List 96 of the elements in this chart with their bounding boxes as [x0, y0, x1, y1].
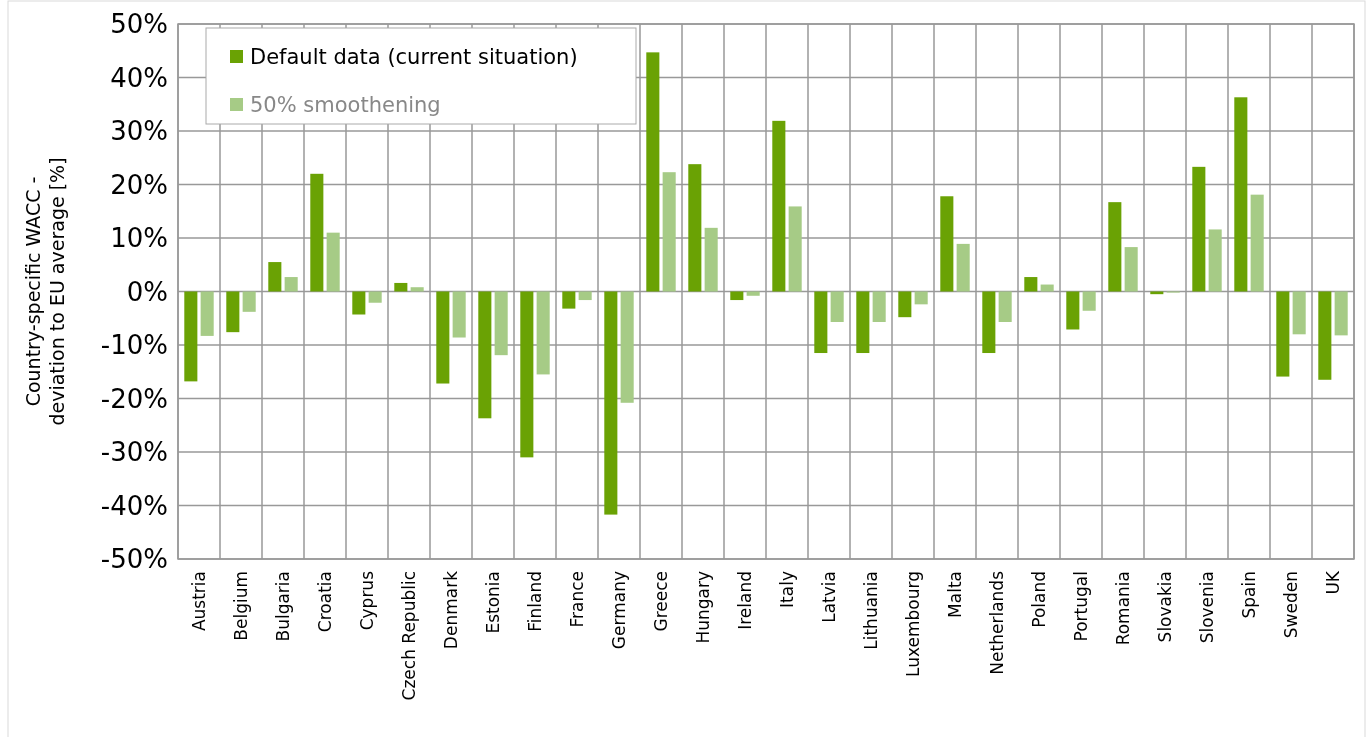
x-tick-label: Italy	[776, 571, 797, 608]
bar	[1234, 97, 1248, 292]
x-tick-label: UK	[1322, 570, 1343, 595]
x-tick-label: Cyprus	[356, 570, 377, 631]
x-tick-label: Austria	[188, 571, 209, 632]
bar	[1276, 291, 1290, 377]
bar	[604, 291, 618, 515]
x-tick-label: Czech Republic	[398, 571, 419, 701]
y-tick-label: -40%	[100, 490, 168, 521]
bar	[1334, 291, 1348, 336]
y-tick-label: -20%	[100, 383, 168, 414]
bar	[520, 291, 534, 458]
bar	[268, 262, 282, 292]
bar	[394, 282, 408, 292]
bar	[226, 291, 240, 333]
y-tick-label: 40%	[110, 62, 168, 93]
bar	[436, 291, 450, 384]
bar	[1124, 247, 1138, 292]
bar	[940, 196, 954, 292]
bar	[730, 291, 744, 301]
y-tick-label: -50%	[100, 544, 168, 575]
x-tick-label: Latvia	[818, 571, 839, 623]
bar	[452, 291, 466, 338]
y-tick-label: 0%	[126, 276, 168, 307]
bar	[326, 232, 340, 292]
legend-label: Default data (current situation)	[250, 45, 578, 70]
bar	[898, 291, 912, 318]
x-tick-label: Croatia	[314, 571, 335, 633]
x-tick-label: Romania	[1112, 571, 1133, 646]
x-tick-label: Luxembourg	[902, 571, 923, 677]
x-tick-label: France	[566, 571, 587, 628]
y-tick-label: -10%	[100, 330, 168, 361]
x-tick-label: Ireland	[734, 571, 755, 630]
y-tick-label: -30%	[100, 437, 168, 468]
bar	[1318, 291, 1332, 380]
x-tick-label: Poland	[1028, 571, 1049, 628]
x-tick-label: Sweden	[1280, 571, 1301, 639]
bar	[200, 291, 214, 336]
bar	[410, 287, 424, 292]
x-tick-label: Spain	[1238, 571, 1259, 619]
bar	[242, 291, 256, 312]
bar	[1082, 291, 1096, 311]
bar	[956, 243, 970, 292]
x-tick-label: Slovakia	[1154, 571, 1175, 643]
bar	[830, 291, 844, 322]
bar	[494, 291, 508, 356]
bar	[688, 164, 702, 292]
bar	[1192, 166, 1206, 292]
y-axis-title: Country-specific WACC - deviation to EU average [%]	[22, 157, 68, 426]
x-tick-label: Slovenia	[1196, 571, 1217, 644]
bar	[914, 291, 928, 305]
x-tick-label: Bulgaria	[272, 571, 293, 642]
bar	[1250, 194, 1264, 292]
bar	[646, 52, 660, 292]
x-tick-label: Greece	[650, 571, 671, 632]
y-tick-label: 10%	[110, 223, 168, 254]
x-tick-label: Malta	[944, 571, 965, 618]
bar	[1208, 229, 1222, 292]
bar	[536, 291, 550, 375]
bar	[184, 291, 198, 382]
bar	[310, 173, 324, 292]
bar	[562, 291, 576, 309]
bar	[746, 291, 760, 296]
legend-label: 50% smoothening	[250, 93, 441, 118]
bar	[620, 291, 634, 403]
bar	[1066, 291, 1080, 330]
bar	[1024, 277, 1038, 292]
bar	[772, 120, 786, 292]
bar	[872, 291, 886, 322]
bar	[578, 291, 592, 301]
y-tick-label: 30%	[110, 116, 168, 147]
x-tick-label: Portugal	[1070, 571, 1091, 642]
bar	[704, 227, 718, 292]
bar	[284, 277, 298, 292]
x-tick-label: Netherlands	[986, 570, 1007, 675]
x-tick-label: Belgium	[230, 571, 251, 641]
y-tick-label: 20%	[110, 169, 168, 200]
bar	[478, 291, 492, 419]
x-tick-label: Germany	[608, 571, 629, 650]
bar	[998, 291, 1012, 322]
y-tick-label: 50%	[110, 9, 168, 40]
bar	[1040, 284, 1054, 292]
x-tick-label: Estonia	[482, 571, 503, 634]
bar	[352, 291, 366, 315]
bar	[982, 291, 996, 354]
x-tick-label: Lithuania	[860, 571, 881, 650]
bar	[814, 291, 828, 354]
bar	[662, 172, 676, 292]
bar	[856, 291, 870, 354]
bar	[368, 291, 382, 303]
x-tick-label: Finland	[524, 571, 545, 632]
bar	[788, 206, 802, 292]
x-tick-label: Hungary	[692, 571, 713, 644]
bar	[1108, 202, 1122, 292]
x-tick-label: Denmark	[440, 570, 461, 650]
bar	[1292, 291, 1306, 335]
